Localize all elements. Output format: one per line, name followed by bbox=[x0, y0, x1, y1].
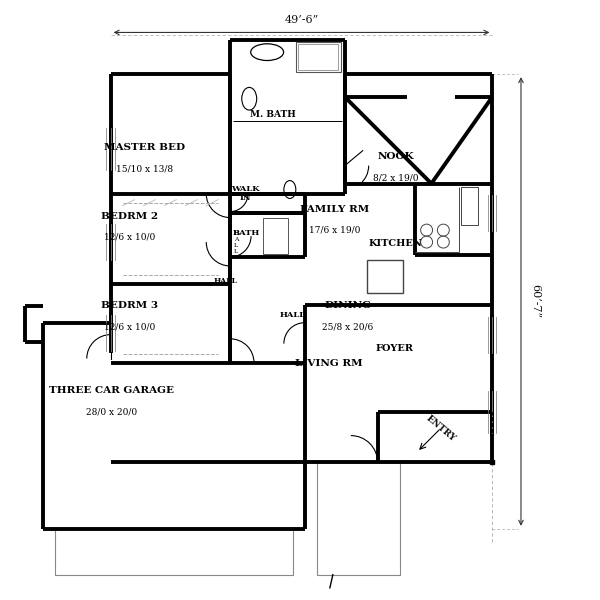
Text: HALL: HALL bbox=[280, 311, 306, 319]
Text: BEDRM 2: BEDRM 2 bbox=[101, 212, 158, 221]
Text: 8/2 x 19/0: 8/2 x 19/0 bbox=[373, 173, 418, 182]
Text: BATH: BATH bbox=[233, 229, 260, 237]
Text: 25/8 x 20/6: 25/8 x 20/6 bbox=[322, 322, 373, 331]
Text: FAMILY RM: FAMILY RM bbox=[300, 205, 369, 214]
Bar bbox=[296, 42, 341, 72]
Bar bbox=[55, 529, 293, 575]
Text: WALK
IN: WALK IN bbox=[231, 185, 259, 202]
Text: ENTRY: ENTRY bbox=[425, 413, 457, 443]
Text: 28/0 x 20/0: 28/0 x 20/0 bbox=[86, 407, 137, 416]
Text: H
A
L
L: H A L L bbox=[233, 232, 239, 254]
Text: BEDRM 3: BEDRM 3 bbox=[101, 301, 158, 310]
Bar bbox=[298, 44, 338, 70]
Text: DINING: DINING bbox=[324, 301, 371, 310]
Text: 17/6 x 19/0: 17/6 x 19/0 bbox=[309, 226, 361, 235]
Text: FOYER: FOYER bbox=[376, 344, 413, 353]
Text: THREE CAR GARAGE: THREE CAR GARAGE bbox=[49, 386, 175, 395]
Bar bbox=[367, 260, 403, 293]
Text: NOOK: NOOK bbox=[377, 152, 414, 161]
Text: MASTER BED: MASTER BED bbox=[104, 143, 185, 152]
Text: 12/6 x 10/0: 12/6 x 10/0 bbox=[104, 233, 155, 242]
Text: 49’-6”: 49’-6” bbox=[284, 15, 319, 25]
Bar bbox=[263, 218, 288, 254]
Bar bbox=[461, 187, 478, 226]
Text: LIVING RM: LIVING RM bbox=[295, 359, 362, 368]
Text: KITCHEN: KITCHEN bbox=[368, 239, 422, 248]
Bar bbox=[317, 463, 400, 575]
Text: 12/6 x 10/0: 12/6 x 10/0 bbox=[104, 322, 155, 331]
Text: HALL: HALL bbox=[214, 277, 238, 285]
Text: 15/10 x 13/8: 15/10 x 13/8 bbox=[116, 164, 173, 173]
Text: 60’-7”: 60’-7” bbox=[530, 284, 540, 319]
Text: M. BATH: M. BATH bbox=[250, 110, 296, 119]
